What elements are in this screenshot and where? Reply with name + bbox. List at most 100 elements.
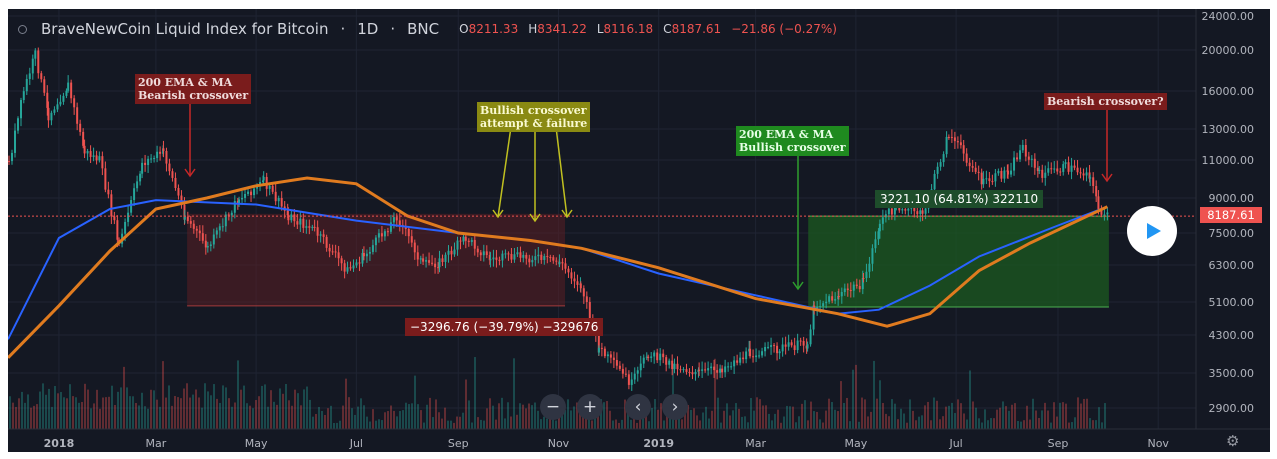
price-candle bbox=[679, 369, 682, 371]
scroll-forward-button[interactable]: › bbox=[662, 394, 688, 420]
annotation-arrow bbox=[555, 126, 568, 218]
volume-bar bbox=[681, 419, 683, 429]
volume-bar bbox=[1008, 410, 1010, 429]
price-candle bbox=[877, 231, 880, 240]
price-candle bbox=[150, 158, 153, 160]
volume-bar bbox=[585, 412, 587, 429]
low-value: 8116.18 bbox=[603, 22, 654, 36]
scroll-back-button[interactable]: ‹ bbox=[625, 394, 651, 420]
interval-label[interactable]: 1D bbox=[357, 20, 379, 38]
volume-bar bbox=[1074, 417, 1076, 429]
volume-bar bbox=[372, 409, 374, 429]
price-candle bbox=[450, 250, 453, 255]
measure-label-up[interactable]: 3221.10 (64.81%) 322110 bbox=[875, 190, 1044, 208]
price-candle bbox=[1047, 168, 1050, 173]
volume-bar bbox=[39, 391, 41, 429]
volume-bar bbox=[150, 389, 152, 429]
price-candle bbox=[698, 369, 701, 371]
price-candle bbox=[40, 73, 43, 80]
price-candle bbox=[133, 188, 136, 201]
volume-bar bbox=[810, 401, 812, 429]
volume-bar bbox=[525, 408, 527, 429]
price-candle bbox=[627, 374, 630, 385]
volume-bar bbox=[537, 410, 539, 429]
chart-canvas[interactable]: 24000.00 20000.00 16000.00 13000.00 11000.00… bbox=[8, 9, 1270, 452]
volume-bar bbox=[294, 389, 296, 429]
price-candle bbox=[349, 267, 352, 269]
volume-bar bbox=[909, 399, 911, 429]
price-candle bbox=[887, 208, 890, 215]
price-candle bbox=[453, 249, 456, 255]
price-candle bbox=[43, 79, 46, 93]
zoom-in-button[interactable]: + bbox=[577, 394, 603, 420]
price-candle bbox=[776, 345, 779, 354]
volume-bar bbox=[687, 405, 689, 429]
volume-bar bbox=[246, 403, 248, 429]
price-candle bbox=[639, 363, 642, 371]
y-tick-label: 20000.00 bbox=[1202, 44, 1255, 57]
price-candle bbox=[195, 228, 198, 231]
price-candle bbox=[302, 218, 305, 228]
volume-bar bbox=[1092, 420, 1094, 429]
symbol-title[interactable]: BraveNewCoin Liquid Index for Bitcoin bbox=[41, 20, 329, 38]
exchange-label: BNC bbox=[407, 20, 440, 38]
volume-bar bbox=[990, 418, 992, 429]
price-candle bbox=[1033, 158, 1036, 168]
volume-bar bbox=[171, 405, 173, 429]
price-candle bbox=[950, 136, 953, 138]
price-candle bbox=[843, 288, 846, 293]
annotation-bearish-crossover-question[interactable]: Bearish crossover? bbox=[1044, 93, 1167, 110]
price-candle bbox=[467, 240, 470, 243]
price-candle bbox=[573, 278, 576, 282]
separator: · bbox=[340, 20, 346, 38]
volume-bar bbox=[57, 393, 59, 429]
measure-label-down[interactable]: −3296.76 (−39.79%) −329676 bbox=[405, 318, 604, 336]
volume-bar bbox=[777, 409, 779, 429]
volume-bar bbox=[261, 385, 263, 429]
price-candle bbox=[673, 363, 676, 370]
price-candle bbox=[147, 158, 150, 166]
price-candle bbox=[761, 351, 764, 356]
price-candle bbox=[1088, 172, 1091, 179]
chart-area[interactable]: 24000.00 20000.00 16000.00 13000.00 11000.00… bbox=[8, 9, 1270, 452]
collapse-icon[interactable] bbox=[18, 24, 27, 34]
volume-bar bbox=[42, 383, 44, 429]
price-candle bbox=[796, 340, 799, 351]
price-candle bbox=[665, 357, 668, 365]
price-candle bbox=[561, 262, 564, 264]
volume-bar bbox=[33, 405, 35, 429]
price-candle bbox=[328, 247, 331, 252]
price-candle bbox=[1079, 172, 1082, 174]
volume-bar bbox=[63, 397, 65, 429]
volume-bar bbox=[867, 416, 869, 429]
change-value: −21.86 (−0.27%) bbox=[731, 22, 837, 36]
price-candle bbox=[901, 209, 904, 211]
annotation-bullish-crossover[interactable]: 200 EMA & MA Bullish crossover bbox=[736, 126, 849, 156]
price-axis-bg bbox=[1196, 9, 1270, 452]
y-tick-label: 4300.00 bbox=[1209, 329, 1255, 342]
settings-gear-icon[interactable]: ⚙ bbox=[1226, 432, 1240, 450]
annotation-line: attempt & failure bbox=[480, 117, 588, 130]
volume-bar bbox=[741, 416, 743, 429]
price-candle bbox=[840, 292, 843, 297]
price-candle bbox=[956, 141, 959, 143]
price-candle bbox=[22, 91, 25, 101]
volume-bar bbox=[1047, 410, 1049, 429]
volume-bar bbox=[429, 397, 431, 429]
volume-bar bbox=[660, 403, 662, 429]
volume-bar bbox=[621, 419, 623, 429]
volume-bar bbox=[729, 415, 731, 429]
volume-bar bbox=[366, 416, 368, 429]
annotation-bearish-crossover[interactable]: 200 EMA & MA Bearish crossover bbox=[135, 74, 252, 104]
volume-bar bbox=[426, 404, 428, 429]
volume-bar bbox=[48, 388, 50, 429]
annotation-bullish-failure[interactable]: Bullish crossover attempt & failure bbox=[477, 102, 591, 132]
x-tick-label: Jul bbox=[948, 437, 962, 450]
price-candle bbox=[407, 228, 410, 237]
play-button[interactable] bbox=[1127, 206, 1177, 256]
price-candle bbox=[685, 369, 688, 372]
zoom-out-button[interactable]: − bbox=[540, 394, 566, 420]
volume-bar bbox=[423, 422, 425, 429]
price-candle bbox=[437, 267, 440, 269]
price-candle bbox=[380, 233, 383, 237]
